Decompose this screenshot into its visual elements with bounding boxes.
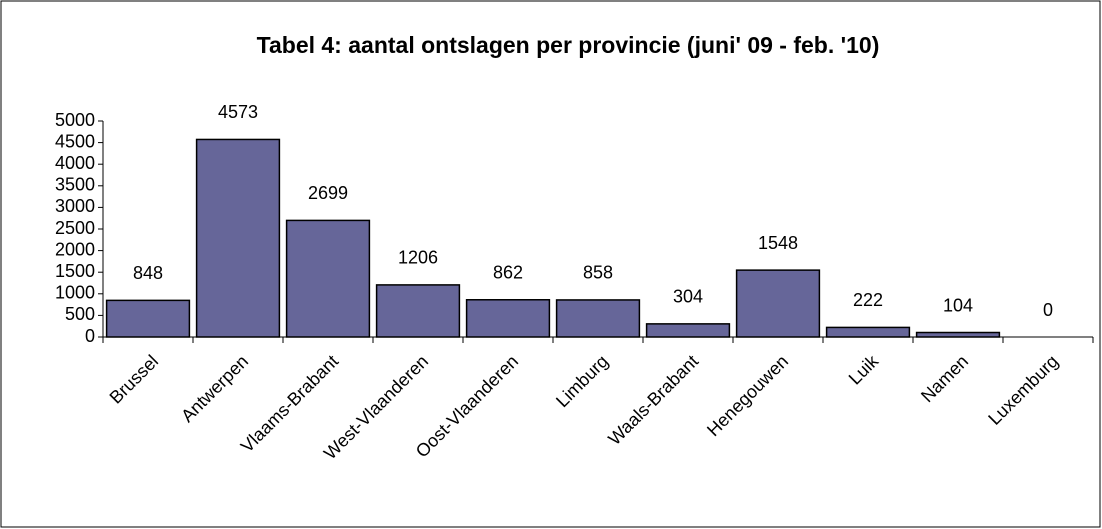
data-label: 858 <box>583 263 613 283</box>
y-tick-label: 500 <box>65 304 95 324</box>
bar <box>105 299 191 338</box>
y-tick-label: 4000 <box>55 153 95 173</box>
bar <box>555 299 641 338</box>
chart-title: Tabel 4: aantal ontslagen per provincie … <box>257 32 880 58</box>
y-tick-label: 3000 <box>55 196 95 216</box>
data-label: 304 <box>673 287 703 307</box>
data-label: 2699 <box>308 183 348 203</box>
data-label: 4573 <box>218 102 258 122</box>
y-tick-label: 1500 <box>55 261 95 281</box>
y-tick-label: 5000 <box>55 110 95 130</box>
bar <box>735 269 821 338</box>
y-tick-label: 4500 <box>55 131 95 151</box>
data-label: 104 <box>943 295 973 315</box>
y-tick-label: 1000 <box>55 283 95 303</box>
bar <box>375 284 461 338</box>
y-tick-label: 2000 <box>55 239 95 259</box>
data-label: 222 <box>853 290 883 310</box>
data-label: 862 <box>493 263 523 283</box>
bar <box>465 299 551 338</box>
bar <box>915 331 1001 338</box>
data-label: 0 <box>1043 300 1053 320</box>
bar <box>825 326 911 338</box>
y-tick-label: 2500 <box>55 218 95 238</box>
y-tick-label: 0 <box>85 326 95 346</box>
data-label: 1548 <box>758 233 798 253</box>
bar <box>195 138 281 338</box>
data-label: 848 <box>133 263 163 283</box>
bar <box>285 219 371 338</box>
bar <box>645 323 731 338</box>
y-tick-label: 3500 <box>55 175 95 195</box>
data-label: 1206 <box>398 248 438 268</box>
